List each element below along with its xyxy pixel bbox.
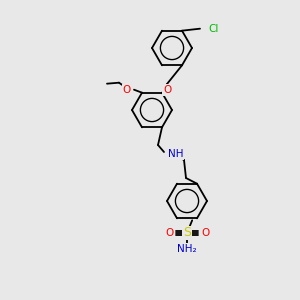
Text: O: O xyxy=(163,85,171,95)
Text: NH: NH xyxy=(168,149,184,159)
Text: O: O xyxy=(123,85,131,95)
Text: NH₂: NH₂ xyxy=(177,244,197,254)
Text: Cl: Cl xyxy=(208,24,218,34)
Text: O: O xyxy=(165,228,173,238)
Text: O: O xyxy=(201,228,209,238)
Text: S: S xyxy=(183,226,191,239)
